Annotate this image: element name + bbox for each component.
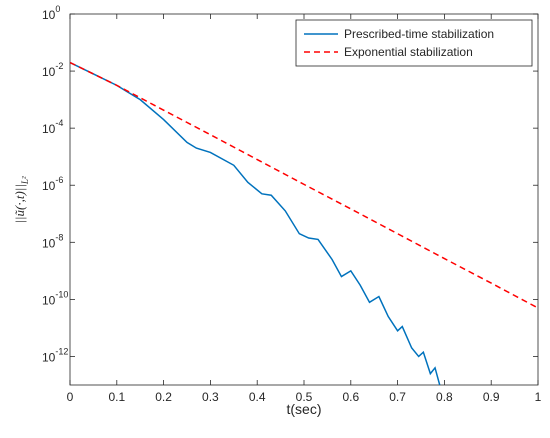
y-tick-label: 10-8 — [42, 232, 63, 250]
x-tick-label: 0.8 — [436, 390, 453, 404]
y-tick-exponent: -6 — [55, 175, 63, 185]
legend-label: Exponential stabilization — [344, 45, 473, 59]
legend-box — [295, 19, 533, 67]
y-axis-label: ||ũ(·,t)||L² — [12, 176, 30, 224]
y-tick-label: 10-10 — [42, 289, 68, 307]
y-tick-base: 10 — [42, 8, 56, 22]
x-tick-label: 0.5 — [296, 390, 313, 404]
plot-lines — [70, 61, 538, 385]
y-tick-base: 10 — [42, 65, 56, 79]
y-tick-label: 10-12 — [42, 346, 68, 364]
x-tick-label: 0.9 — [483, 390, 500, 404]
y-tick-base: 10 — [42, 236, 56, 250]
y-tick-base: 10 — [42, 179, 56, 193]
series-line — [70, 61, 441, 385]
y-tick-exponent: -12 — [55, 346, 68, 356]
x-tick-label: 0.3 — [202, 390, 219, 404]
y-tick-base: 10 — [42, 293, 56, 307]
x-tick-label: 1 — [535, 390, 542, 404]
plot-area — [69, 13, 539, 386]
x-tick-label: 0.1 — [108, 390, 125, 404]
x-tick-label: 0.2 — [155, 390, 172, 404]
x-tick-label: 0.7 — [389, 390, 406, 404]
y-axis-label-sub: L² — [20, 176, 30, 185]
x-tick-label: 0 — [67, 390, 74, 404]
y-axis-label-main: ||ũ(·,t)|| — [12, 184, 27, 224]
y-tick-label: 10-2 — [42, 61, 63, 79]
x-axis-label: t(sec) — [287, 401, 322, 417]
y-tick-exponent: 0 — [55, 4, 60, 14]
y-tick-exponent: -4 — [55, 118, 63, 128]
y-tick-base: 10 — [42, 350, 56, 364]
y-tick-exponent: -2 — [55, 61, 63, 71]
y-tick-label: 10-4 — [42, 118, 63, 136]
legend-label: Prescribed-time stabilization — [344, 27, 494, 41]
y-tick-exponent: -8 — [55, 232, 63, 242]
series-line — [70, 61, 538, 309]
x-tick-label: 0.6 — [342, 390, 359, 404]
y-tick-exponent: -10 — [55, 289, 68, 299]
y-tick-base: 10 — [42, 122, 56, 136]
x-tick-label: 0.4 — [249, 390, 266, 404]
y-tick-label: 100 — [42, 4, 60, 22]
y-tick-label: 10-6 — [42, 175, 63, 193]
